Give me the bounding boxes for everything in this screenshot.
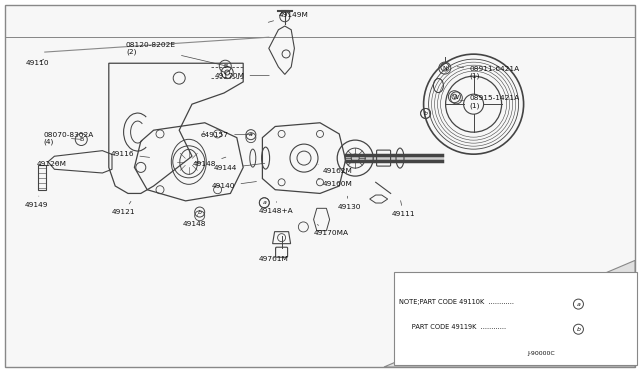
Text: é49157: é49157 [201,132,252,138]
Text: 49148+A: 49148+A [259,202,294,214]
Text: B: B [223,64,227,69]
Text: B: B [79,137,83,142]
Text: PART CODE 49119K  ............: PART CODE 49119K ............ [399,324,506,330]
Text: 08911-6421A
(1): 08911-6421A (1) [457,66,519,79]
Text: a: a [577,302,580,307]
Bar [394,272,637,365]
Text: 49144: 49144 [214,163,265,171]
Text: 49148: 49148 [193,157,226,167]
Text: 08120-8202E
(2): 08120-8202E (2) [126,42,225,65]
Text: J-90000C: J-90000C [527,351,555,356]
Text: 49160M: 49160M [318,179,353,187]
Text: 49148: 49148 [182,215,206,227]
Text: 49140: 49140 [212,182,257,189]
Text: 08070-8302A
(4): 08070-8302A (4) [44,132,94,145]
Text: 49116: 49116 [111,151,150,157]
Text: a: a [262,200,266,205]
Text: b: b [577,327,580,332]
Text: 49121: 49121 [112,201,136,215]
Polygon shape [384,260,635,367]
Text: 49111: 49111 [392,201,415,217]
Text: 49761M: 49761M [259,248,288,262]
Text: 49130: 49130 [337,196,361,210]
Text: b: b [198,209,202,215]
Text: NOTE;PART CODE 49110K  ............: NOTE;PART CODE 49110K ............ [399,299,514,305]
Text: 49110: 49110 [26,59,49,66]
Text: 49162M: 49162M [318,164,353,174]
Text: W: W [453,95,460,100]
Text: 49170MA: 49170MA [314,225,349,235]
Text: 49120M: 49120M [37,161,67,167]
Text: 49149: 49149 [24,196,48,208]
Text: 49170M: 49170M [214,73,269,78]
Text: a: a [249,132,253,137]
Text: 49149M: 49149M [268,12,309,22]
Text: N: N [442,65,447,71]
Text: 08915-1421A
(1): 08915-1421A (1) [460,95,519,109]
Text: b: b [424,111,428,116]
